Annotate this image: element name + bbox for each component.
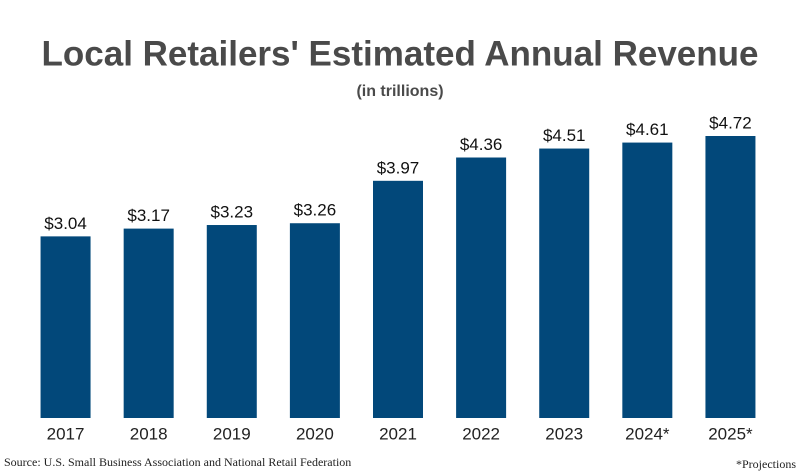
bar (456, 157, 507, 418)
bar (123, 228, 174, 418)
value-label: $3.23 (211, 203, 254, 222)
value-label: $4.36 (460, 135, 503, 154)
bar (622, 142, 673, 419)
chart-subtitle: (in trillions) (356, 83, 443, 100)
value-label: $3.17 (127, 206, 170, 225)
x-tick-label: 2017 (47, 424, 85, 443)
value-label: $3.26 (294, 201, 337, 220)
x-tick-label: 2020 (296, 424, 334, 443)
chart-title: Local Retailers' Estimated Annual Revenu… (42, 34, 759, 73)
x-tick-label: 2021 (379, 424, 417, 443)
value-label: $3.04 (44, 214, 87, 233)
value-label: $4.72 (709, 113, 752, 132)
bar (289, 223, 340, 418)
x-tick-label: 2019 (213, 424, 251, 443)
bar (705, 136, 756, 418)
bar (539, 148, 590, 418)
note: *Projections (736, 457, 796, 471)
x-tick-label: 2024* (625, 424, 670, 443)
bar (373, 180, 423, 418)
x-tick-label: 2022 (462, 424, 500, 443)
x-tick-label: 2023 (545, 424, 583, 443)
x-tick-label: 2018 (130, 424, 168, 443)
value-label: $3.97 (377, 158, 420, 177)
bar (40, 236, 91, 418)
source: Source: U.S. Small Business Association … (4, 455, 351, 469)
value-label: $4.51 (543, 126, 586, 145)
x-tick-label: 2025* (708, 424, 753, 443)
bar (206, 225, 257, 418)
value-label: $4.61 (626, 120, 669, 139)
